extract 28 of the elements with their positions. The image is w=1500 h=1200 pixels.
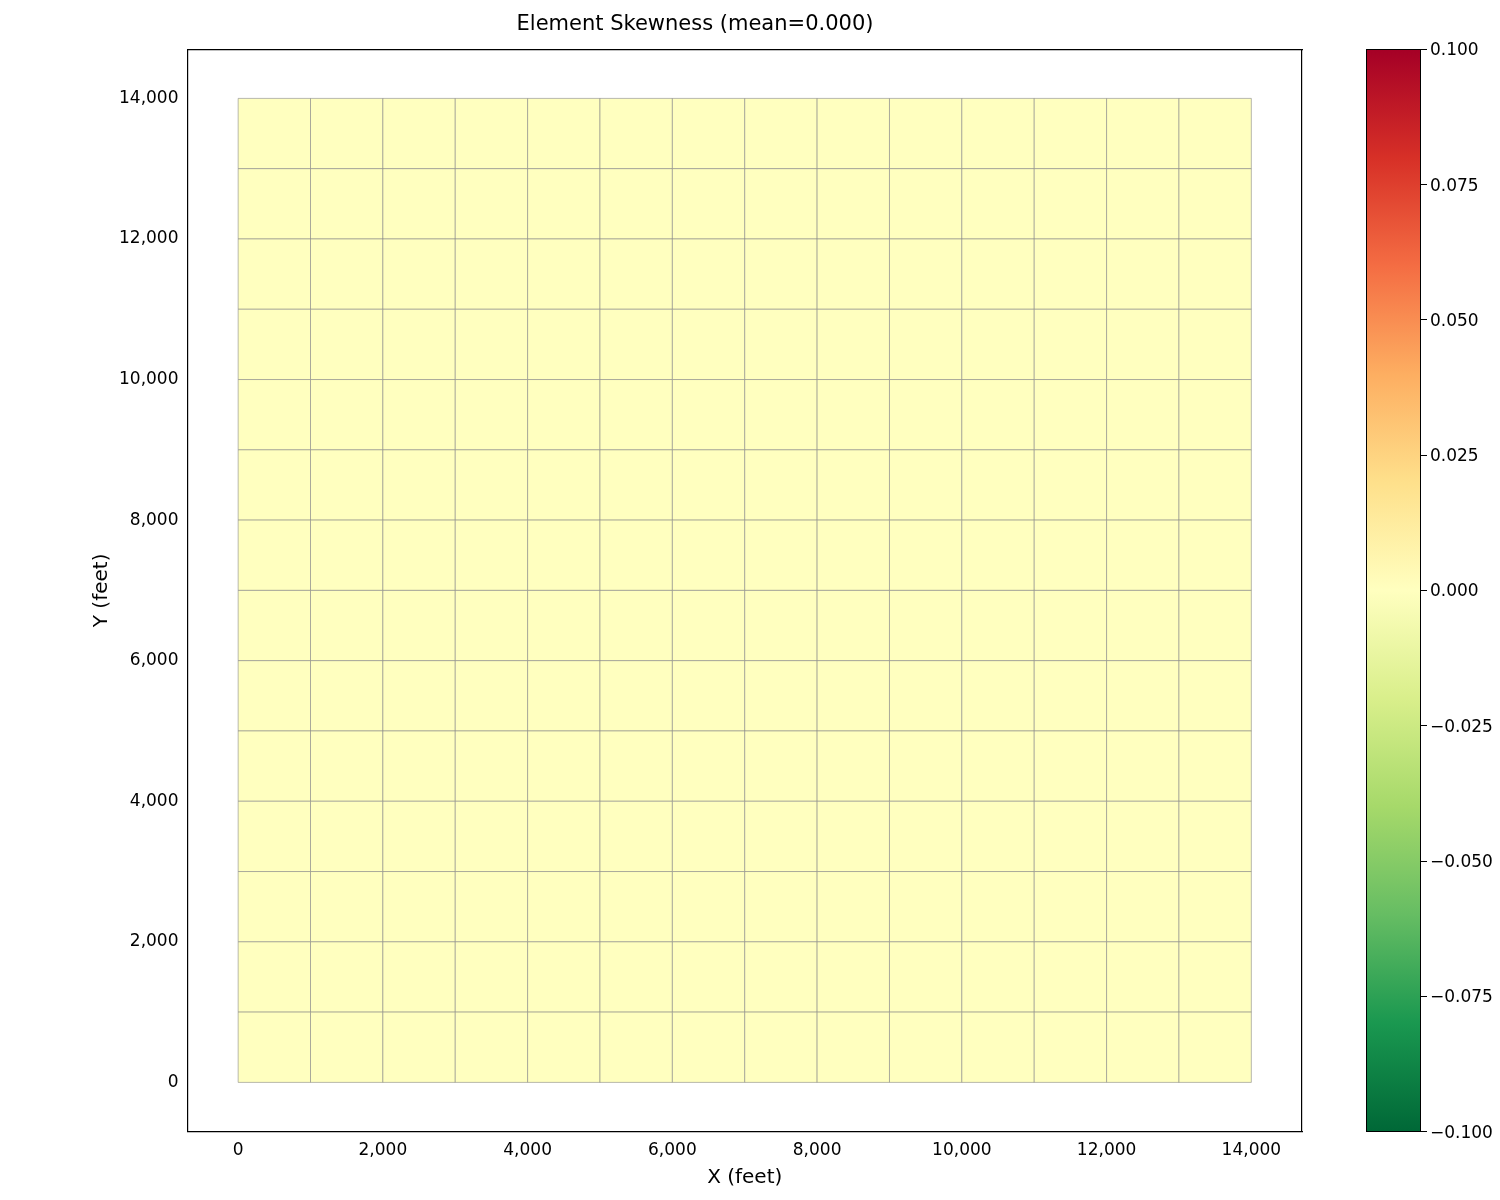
chart-title: Element Skewness (mean=0.000) [516, 11, 874, 36]
x-tick-label: 12,000 [1076, 1139, 1137, 1160]
x-tick-label: 2,000 [358, 1139, 408, 1160]
x-tick-label: 14,000 [1221, 1139, 1282, 1160]
y-tick-label: 12,000 [119, 227, 179, 248]
y-tick-label: 14,000 [119, 86, 179, 107]
color-bar-label: 0.000 [1430, 579, 1479, 602]
y-tick-label: 8,000 [129, 508, 179, 529]
y-tick-label: 10,000 [119, 367, 179, 388]
color-bar-label: −0.100 [1430, 1120, 1493, 1143]
x-tick-label: 6,000 [648, 1139, 697, 1160]
y-axis-title: Y (feet) [88, 553, 113, 629]
color-bar-label: 0.050 [1430, 308, 1479, 331]
color-bar-label: −0.025 [1430, 714, 1493, 737]
y-tick-label: 6,000 [129, 649, 179, 670]
x-tick-label: 0 [232, 1139, 244, 1160]
color-bar-label: −0.050 [1430, 850, 1493, 872]
y-tick-label: 4,000 [129, 789, 179, 810]
x-tick-label: 8,000 [792, 1139, 842, 1160]
color-bar-label: −0.075 [1430, 985, 1493, 1008]
x-tick-label: 10,000 [932, 1139, 992, 1160]
y-tick-label: 2,000 [129, 930, 179, 951]
color-bar-label: 0.025 [1430, 444, 1479, 467]
color-bar-label: 0.075 [1430, 173, 1479, 196]
x-tick-label: 4,000 [503, 1139, 552, 1160]
x-axis-title: X (feet) [707, 1164, 783, 1189]
color-bar-label: 0.100 [1430, 38, 1479, 61]
y-tick-label: 0 [167, 1070, 179, 1091]
